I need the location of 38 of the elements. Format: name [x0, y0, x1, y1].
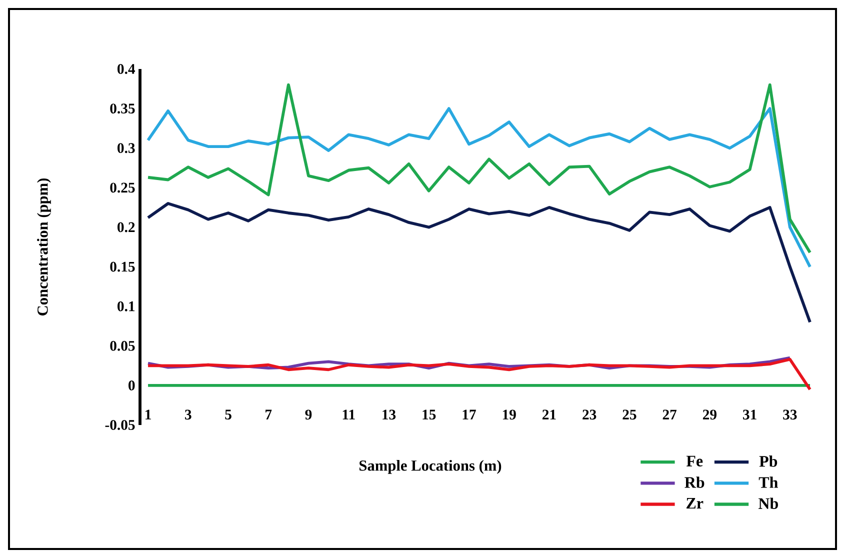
x-tick-label: 9: [305, 410, 312, 420]
x-tick-label: 33: [783, 410, 797, 420]
legend-label: Nb: [758, 498, 778, 509]
x-tick-label: 13: [382, 410, 396, 420]
x-tick-label: 27: [662, 410, 677, 420]
line-series: [146, 107, 812, 268]
x-tick-label: 1: [146, 410, 151, 420]
x-tick-label: 29: [702, 410, 716, 420]
y-tick-label: 0.35: [110, 104, 135, 114]
x-tick-label: 21: [542, 410, 556, 420]
legend-label: Pb: [759, 456, 778, 467]
legend-label: Rb: [684, 476, 704, 488]
legend-label: Th: [758, 476, 778, 488]
y-tick-label: 0: [128, 380, 135, 390]
y-axis-title: Concentration (ppm): [37, 178, 51, 316]
x-tick-label: 11: [342, 410, 355, 420]
x-axis-title: Sample Locations (m): [360, 460, 502, 474]
legend-label: Fe: [686, 456, 703, 466]
x-tick-label: 7: [266, 410, 272, 420]
y-tick-label: -0.05: [105, 420, 135, 430]
y-tick-label: 0.2: [118, 222, 135, 232]
x-tick-label: 31: [743, 410, 756, 420]
x-tick-label: 19: [502, 410, 516, 420]
y-tick-label: 0.1: [118, 301, 135, 312]
x-tick-label: 23: [582, 410, 596, 420]
line-series: [146, 83, 812, 254]
x-tick-label: 25: [622, 410, 636, 420]
legend-label: Zr: [686, 498, 704, 509]
y-tick-label: 0.15: [110, 262, 135, 272]
y-tick-label: 0.4: [118, 64, 136, 74]
x-tick-label: 3: [185, 410, 192, 420]
x-tick-label: 5: [225, 410, 232, 420]
y-tick-label: 0.25: [110, 182, 135, 193]
x-tick-label: 15: [422, 410, 436, 420]
x-tick-label: 17: [462, 410, 476, 420]
y-tick-label: 0.3: [118, 143, 135, 154]
line-series: [146, 202, 812, 324]
y-tick-label: 0.05: [110, 340, 135, 351]
